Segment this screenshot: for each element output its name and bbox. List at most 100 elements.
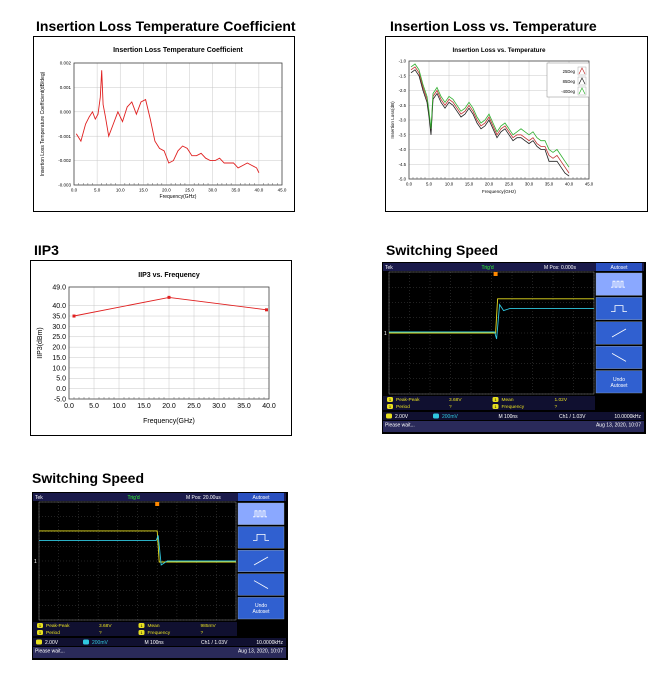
scope-ch2-badge — [83, 639, 89, 645]
x-tick-label: 40.0 — [255, 188, 264, 193]
legend-swatch — [578, 67, 586, 75]
x-tick-label: 5.0 — [94, 188, 101, 193]
legend-label: -40Deg — [561, 89, 575, 94]
scope-run-status: Trig'd — [482, 265, 494, 271]
data-point — [167, 295, 171, 299]
scope-m-pos: M Pos: 20.00us — [186, 495, 221, 501]
scope-ch1-badge — [36, 639, 42, 645]
x-tick-label: 10.0 — [445, 181, 454, 186]
scope-header-bar — [383, 263, 644, 271]
scope-brand: Tek — [385, 265, 393, 271]
x-tick-label: 35.0 — [237, 403, 251, 410]
x-tick-label: 0.0 — [64, 403, 74, 410]
y-tick-label: 35.0 — [52, 313, 66, 320]
scope-meas-value: 3.68V — [99, 623, 112, 629]
scope-meas-value: ? — [555, 404, 558, 410]
scope-display-1: Tek Trig'd M Pos: 0.000s1AutosetUndoAutose… — [383, 263, 644, 432]
scope-trace-ch2 — [389, 303, 594, 340]
series-line — [410, 69, 570, 177]
scope-meas-ch: 1 — [140, 630, 143, 635]
x-tick-label: 5.0 — [89, 403, 99, 410]
chart-title: Insertion Loss Temperature Coefficient — [113, 47, 243, 54]
y-axis-label: Insertion Loss Temperature Coefficient(d… — [40, 71, 46, 176]
x-axis-label: Frequency(GHz) — [160, 194, 197, 200]
chart-panel-il-temp: Insertion Loss vs. Temperature 0.0 5.0 10.0… — [385, 36, 648, 212]
scope-ch2-scale: 200mV — [442, 414, 459, 420]
scope-trigger-level: Ch1 / 1.03V — [559, 414, 586, 420]
scope-status-bg — [33, 638, 286, 646]
x-tick-label: 40.0 — [565, 181, 574, 186]
scope-date: Aug 13, 2020, 10:07 — [238, 649, 283, 655]
scope-side-icon — [253, 556, 269, 566]
scope-meas-value: 3.68V — [449, 397, 462, 403]
series-line — [410, 63, 570, 168]
y-tick-label: -3.0 — [399, 118, 407, 123]
y-tick-label: 40.0 — [52, 303, 66, 310]
scope-side-icon — [253, 510, 267, 518]
x-tick-label: 15.0 — [137, 403, 151, 410]
scope-status-bg — [383, 412, 644, 420]
scope-undo-button — [595, 370, 643, 394]
scope-meas-ch: 1 — [389, 404, 392, 409]
legend-swatch-box — [577, 76, 587, 86]
chart-il-coef: Insertion Loss Temperature Coefficient 0.… — [40, 47, 287, 200]
y-tick-label: 0.001 — [60, 85, 72, 90]
y-tick-label: 0.000 — [60, 109, 72, 114]
y-tick-label: 20.0 — [52, 345, 66, 352]
scope-meas-value: 1.02V — [555, 397, 568, 403]
legend-swatch-box — [577, 66, 587, 76]
y-tick-label: 0.002 — [60, 61, 72, 66]
x-tick-label: 10.0 — [112, 403, 126, 410]
chart-il-temp: Insertion Loss vs. Temperature 0.0 5.0 10.0… — [390, 47, 594, 194]
scope-undo-label: Undo — [255, 603, 267, 609]
scope-trigger-level: Ch1 / 1.03V — [201, 640, 228, 646]
scope-trigger-marker — [493, 272, 498, 276]
scope-trace-ch2 — [39, 535, 236, 566]
scope-display-2: Tek Trig'd M Pos: 20.00us1AutosetUndoAutos… — [33, 493, 286, 658]
scope-meas-ch-badge — [37, 623, 43, 628]
y-tick-label: -4.0 — [399, 147, 407, 152]
scope-meas-ch: 1 — [494, 404, 497, 409]
x-tick-label: 45.0 — [278, 188, 287, 193]
scope-undo-label: Autoset — [611, 383, 629, 389]
series-line — [75, 70, 260, 173]
scope-trace-ch1 — [389, 298, 594, 334]
plot-area — [73, 62, 283, 186]
x-tick-label: 15.0 — [139, 188, 148, 193]
legend-label: 25Deg — [563, 69, 576, 74]
scope-ch1-scale: 2.00V — [45, 640, 59, 646]
x-tick-label: 30.0 — [525, 181, 534, 186]
x-tick-label: 20.0 — [485, 181, 494, 186]
y-tick-label: -5.0 — [399, 177, 407, 182]
chart-title: Insertion Loss vs. Temperature — [453, 47, 546, 54]
data-point — [72, 314, 76, 318]
y-tick-label: 15.0 — [52, 355, 66, 362]
section-title-switching-2: Switching Speed — [32, 470, 145, 486]
x-tick-label: 25.0 — [505, 181, 514, 186]
scope-side-button — [595, 297, 643, 321]
scope-timebase: M 100ns — [499, 414, 519, 420]
x-tick-label: 20.0 — [162, 188, 171, 193]
scope-ch1-badge — [386, 413, 392, 419]
scope-meas-value: ? — [201, 630, 204, 636]
x-tick-label: 35.0 — [545, 181, 554, 186]
scope-side-title: Autoset — [611, 265, 629, 271]
scope-meas-label: Peak-Peak — [46, 623, 70, 629]
scope-footer-bg — [33, 647, 286, 658]
scope-meas-ch: 1 — [39, 630, 42, 635]
scope-ch-marker: 1 — [384, 331, 387, 337]
plot-area — [68, 286, 270, 400]
x-tick-label: 40.0 — [262, 403, 276, 410]
scope-meas-bg — [383, 396, 595, 410]
x-tick-label: 30.0 — [212, 403, 226, 410]
scope-meas-bg — [33, 622, 237, 636]
x-tick-label: 25.0 — [187, 403, 201, 410]
scope-meas-label: Period — [396, 404, 410, 410]
scope-undo-label: Autoset — [253, 609, 271, 615]
y-tick-label: -0.001 — [58, 134, 71, 139]
y-tick-label: -5.0 — [54, 396, 66, 403]
scope-ch2-badge — [433, 413, 439, 419]
legend-swatch — [578, 87, 586, 95]
y-tick-label: 25.0 — [52, 334, 66, 341]
x-tick-label: 45.0 — [585, 181, 594, 186]
